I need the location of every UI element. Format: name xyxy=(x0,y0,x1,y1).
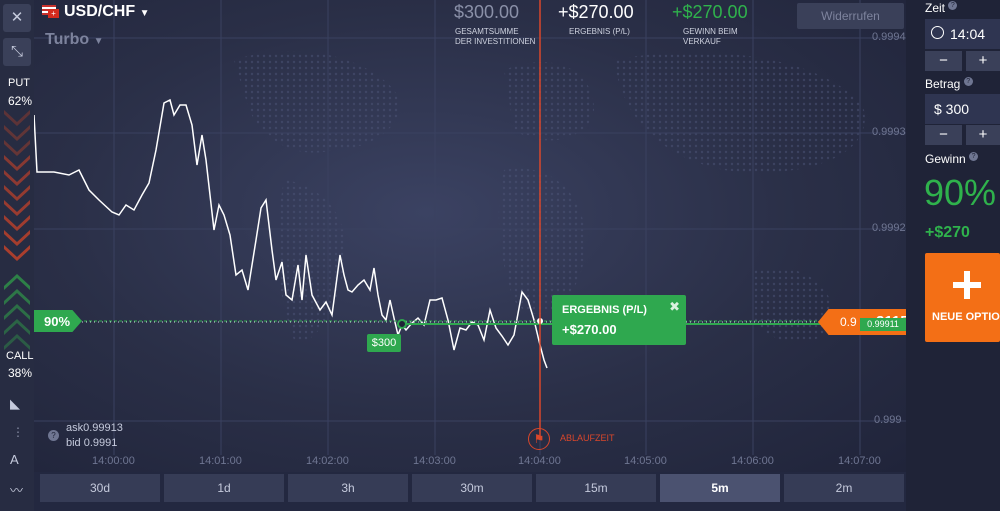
expiry-flag-icon: ⚑ xyxy=(528,428,550,450)
chevron-down-icon: ▼ xyxy=(93,36,104,47)
bid-label: bid xyxy=(66,437,81,449)
ask-label: ask xyxy=(66,422,84,434)
call-percent: 38% xyxy=(8,366,33,380)
indicators-icon[interactable]: 〰 xyxy=(10,483,24,498)
current-price-left: 0.9 xyxy=(840,315,857,329)
clock-icon xyxy=(931,26,944,39)
candles-icon[interactable]: ⋮ xyxy=(12,425,24,439)
amount-plus-button[interactable]: + xyxy=(966,125,1000,145)
mode-selector[interactable]: Turbo ▼ xyxy=(45,31,104,49)
price-line xyxy=(34,98,548,369)
entry-amount-tag[interactable]: $300 xyxy=(367,334,401,352)
time-tick-5: 14:04:00 xyxy=(518,455,561,467)
investment-value: $300.00 xyxy=(454,2,520,22)
help-icon[interactable]: ? xyxy=(48,430,59,441)
profit-amount: +$270 xyxy=(925,224,970,241)
amount-value: $ 300 xyxy=(934,101,970,117)
time-value: 14:04 xyxy=(950,26,986,42)
investment-label-line2: DER INVESTITIONEN xyxy=(455,37,536,46)
sell-label: GEWINN BEIM VERKAUF xyxy=(683,27,738,47)
result-popup[interactable]: ERGEBNIS (P/L) +$270.00 ✖ xyxy=(552,295,686,345)
price-tick-2: 0.9993 xyxy=(872,126,906,138)
time-tick-4: 14:03:00 xyxy=(413,455,456,467)
time-tick-2: 14:01:00 xyxy=(199,455,242,467)
sell-value: +$270.00 xyxy=(672,2,748,22)
time-label-text: Zeit xyxy=(925,1,946,15)
time-field[interactable]: 14:04 xyxy=(925,19,1000,49)
put-label: PUT xyxy=(8,77,30,89)
profit-percent: 90% xyxy=(924,172,997,213)
collapse-icon[interactable]: ⤡ xyxy=(3,38,31,66)
timeframe-5m[interactable]: 5m xyxy=(660,474,780,502)
price-tick-4: 0.999 xyxy=(874,414,902,426)
info-icon[interactable]: ? xyxy=(969,152,979,161)
cancel-button[interactable]: Widerrufen xyxy=(797,3,904,29)
sell-label-line1: GEWINN BEIM xyxy=(683,27,738,36)
timeframe-30d[interactable]: 30d xyxy=(40,474,160,502)
amount-label: Betrag ? xyxy=(925,77,973,91)
chevron-down-icon: ▼ xyxy=(139,8,150,19)
mode-label: Turbo xyxy=(45,31,90,48)
ask-value: 0.99913 xyxy=(83,422,123,434)
result-popup-title: ERGEBNIS (P/L) xyxy=(562,304,647,316)
result-value: +$270.00 xyxy=(558,2,634,22)
call-label: CALL xyxy=(6,350,34,362)
put-arrows-icon[interactable] xyxy=(2,110,32,270)
drawing-tool-icon[interactable]: A xyxy=(10,452,19,467)
bid-info: bid 0.9991 xyxy=(66,437,117,449)
info-icon[interactable]: ? xyxy=(948,1,958,10)
swiss-flag-icon: + xyxy=(48,9,59,18)
new-option-button[interactable]: NEUE OPTION xyxy=(925,253,1000,342)
investment-label: GESAMTSUMME DER INVESTITIONEN xyxy=(455,27,535,47)
price-tick-3: 0.9992 xyxy=(872,222,906,234)
payout-flag[interactable]: 90% xyxy=(34,310,82,332)
asset-selector[interactable]: USD/CHF ▼ xyxy=(64,3,149,21)
payout-percent: 90% xyxy=(44,314,71,329)
price-chart[interactable]: 0.9994 0.9993 0.9992 0.999 14:00:00 14:0… xyxy=(34,0,906,472)
current-price-tag: 0.99911 xyxy=(860,318,906,331)
expiry-label: ABLAUFZEIT xyxy=(560,433,615,443)
plus-icon xyxy=(953,271,981,299)
entry-point[interactable] xyxy=(397,319,407,329)
time-plus-button[interactable]: + xyxy=(966,51,1000,71)
time-label: Zeit ? xyxy=(925,1,958,15)
timeframe-3h[interactable]: 3h xyxy=(288,474,408,502)
time-tick-1: 14:00:00 xyxy=(92,455,135,467)
time-tick-7: 14:06:00 xyxy=(731,455,774,467)
chart-canvas xyxy=(34,0,906,455)
timeframe-15m[interactable]: 15m xyxy=(536,474,656,502)
bid-value: 0.9991 xyxy=(83,437,118,449)
time-tick-8: 14:07:00 xyxy=(838,455,881,467)
left-toolbar: ✕ ⤡ PUT 62% CALL 38% ◣ ⋮ A 〰 xyxy=(0,0,34,511)
price-tick-1: 0.9994 xyxy=(872,31,906,43)
timeframe-bar: 30d 1d 3h 30m 15m 5m 2m xyxy=(34,472,906,511)
profit-label-text: Gewinn xyxy=(925,152,966,166)
profit-label: Gewinn ? xyxy=(925,152,979,166)
timeframe-2m[interactable]: 2m xyxy=(784,474,904,502)
put-percent: 62% xyxy=(8,94,33,108)
time-tick-6: 14:05:00 xyxy=(624,455,667,467)
amount-field[interactable]: $ 300 xyxy=(925,94,1000,124)
amount-label-text: Betrag xyxy=(925,77,961,91)
result-label: ERGEBNIS (P/L) xyxy=(569,27,630,36)
ask-info: ask0.99913 xyxy=(66,422,123,434)
close-icon[interactable]: ✕ xyxy=(3,4,31,32)
world-map-background xyxy=(234,51,865,343)
asset-pair: USD/CHF xyxy=(64,3,136,20)
sell-label-line2: VERKAUF xyxy=(683,37,721,46)
investment-label-line1: GESAMTSUMME xyxy=(455,27,519,36)
new-option-label: NEUE OPTION xyxy=(932,311,1000,323)
timeframe-30m[interactable]: 30m xyxy=(412,474,532,502)
amount-minus-button[interactable]: − xyxy=(925,125,962,145)
call-arrows-icon[interactable] xyxy=(2,270,32,350)
time-minus-button[interactable]: − xyxy=(925,51,962,71)
info-icon[interactable]: ? xyxy=(963,77,973,86)
result-popup-value: +$270.00 xyxy=(562,322,617,337)
area-chart-icon[interactable]: ◣ xyxy=(10,396,20,411)
time-tick-3: 14:02:00 xyxy=(306,455,349,467)
grid-horizontal xyxy=(34,37,906,422)
close-popup-icon[interactable]: ✖ xyxy=(669,299,680,314)
timeframe-1d[interactable]: 1d xyxy=(164,474,284,502)
